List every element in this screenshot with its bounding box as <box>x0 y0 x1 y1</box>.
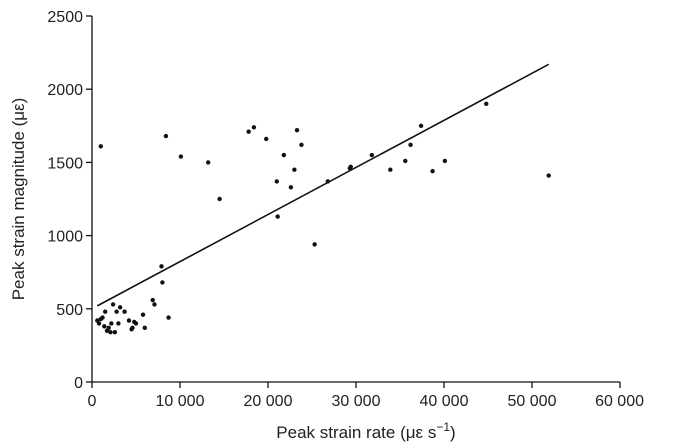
trend-line <box>96 63 550 307</box>
x-axis-title: Peak strain rate (με s−1) <box>276 420 455 442</box>
x-axis-title-main: Peak strain rate (με s <box>276 423 436 442</box>
data-point <box>369 152 375 158</box>
data-point <box>418 123 424 128</box>
y-tick-label: 500 <box>56 302 83 319</box>
data-point <box>103 309 108 314</box>
data-point <box>100 315 105 320</box>
data-point <box>140 312 146 317</box>
data-point <box>112 330 118 335</box>
data-point <box>150 297 155 303</box>
data-point <box>325 179 331 184</box>
axes <box>91 16 620 383</box>
y-tick-label: 1500 <box>47 155 83 172</box>
data-point <box>251 125 257 130</box>
data-point <box>408 142 413 148</box>
data-point <box>102 324 107 329</box>
y-tick-label: 0 <box>74 375 83 392</box>
data-point <box>116 321 121 326</box>
x-tick-label: 20 000 <box>244 393 293 410</box>
data-point <box>442 158 448 164</box>
data-point <box>264 136 269 142</box>
data-point <box>109 321 114 326</box>
data-point <box>166 315 171 320</box>
data-point <box>403 158 408 164</box>
x-tick-label: 50 000 <box>508 393 557 410</box>
data-point <box>299 142 304 148</box>
data-point <box>292 167 297 172</box>
data-point <box>205 160 211 165</box>
data-point <box>160 280 165 285</box>
data-point <box>152 302 157 307</box>
data-point <box>348 164 353 169</box>
y-axis-title: Peak strain magnitude (με) <box>9 98 28 301</box>
y-tick-label: 2000 <box>47 82 83 99</box>
data-point <box>546 173 551 178</box>
data-point <box>122 309 127 314</box>
y-ticks: 0 500 1000 1500 2000 2500 <box>47 9 92 392</box>
data-point <box>98 144 104 149</box>
data-point <box>312 242 317 247</box>
data-point <box>275 214 280 219</box>
data-point <box>246 129 251 134</box>
data-point <box>117 305 123 310</box>
data-point <box>96 321 102 326</box>
data-point <box>133 321 139 326</box>
data-point <box>163 133 169 139</box>
data-point <box>114 309 119 314</box>
data-point <box>110 302 116 307</box>
x-tick-label: 10 000 <box>156 393 205 410</box>
data-point <box>484 101 489 107</box>
x-axis-title-superscript: −1 <box>436 420 450 434</box>
data-point <box>108 330 113 335</box>
data-point <box>106 325 111 331</box>
data-point <box>430 168 435 174</box>
data-point <box>126 318 132 323</box>
data-point <box>217 196 222 202</box>
x-tick-label: 30 000 <box>332 393 381 410</box>
data-point <box>281 152 287 158</box>
x-tick-label: 40 000 <box>420 393 469 410</box>
y-tick-label: 2500 <box>47 9 83 26</box>
data-point <box>294 127 300 133</box>
data-point <box>142 325 147 331</box>
data-point <box>130 325 135 331</box>
y-tick-label: 1000 <box>47 229 83 246</box>
data-point <box>274 179 279 184</box>
data-point <box>288 185 294 190</box>
x-tick-label: 0 <box>88 393 97 410</box>
data-point <box>388 167 393 172</box>
x-axis-title-suffix: ) <box>450 423 456 442</box>
data-point <box>178 154 184 159</box>
data-points <box>95 101 551 335</box>
data-point <box>159 264 164 269</box>
x-tick-label: 60 000 <box>595 393 644 410</box>
x-ticks: 0 10 000 20 000 30 000 40 000 50 000 60 000 <box>88 382 644 410</box>
